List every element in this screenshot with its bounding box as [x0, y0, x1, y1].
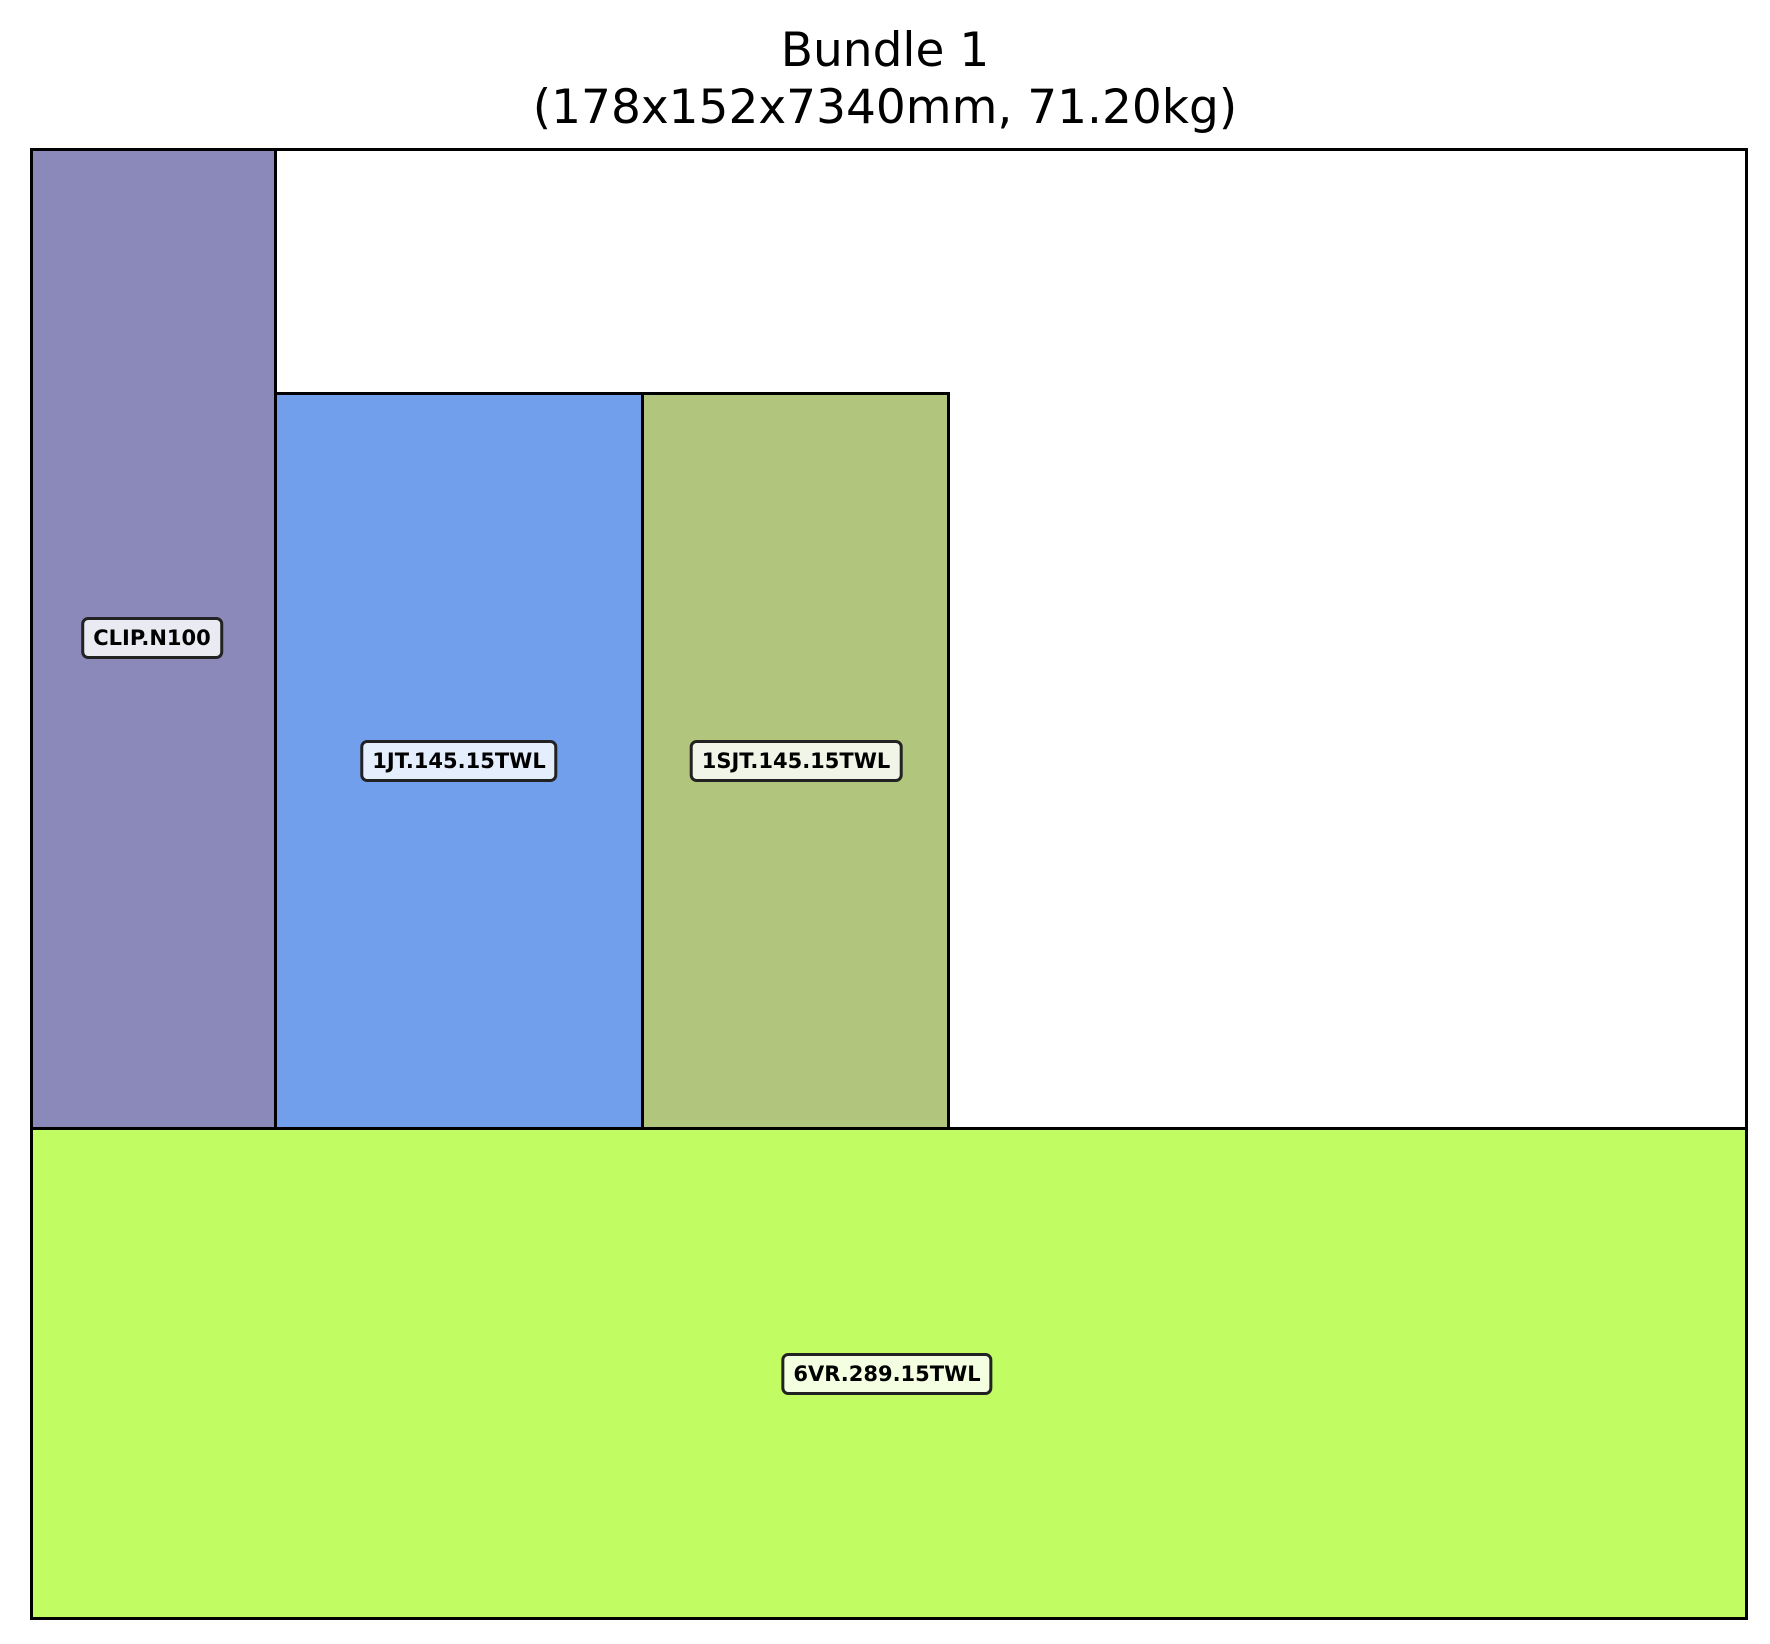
label-clip-n100: CLIP.N100	[81, 617, 223, 659]
label-1sjt-145-15twl: 1SJT.145.15TWL	[689, 740, 903, 782]
title-line-1: Bundle 1	[780, 23, 990, 78]
label-1jt-145-15twl: 1JT.145.15TWL	[360, 740, 558, 782]
diagram-title: Bundle 1 (178x152x7340mm, 71.20kg)	[0, 22, 1770, 136]
label-6vr-289-15twl: 6VR.289.15TWL	[781, 1353, 993, 1395]
title-line-2: (178x152x7340mm, 71.20kg)	[532, 80, 1238, 135]
